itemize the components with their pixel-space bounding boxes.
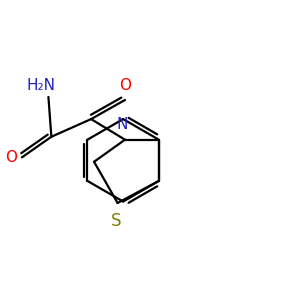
Text: O: O	[119, 78, 131, 93]
Text: O: O	[5, 150, 17, 165]
Text: N: N	[116, 117, 128, 132]
Text: H₂N: H₂N	[27, 78, 56, 93]
Text: S: S	[111, 212, 122, 230]
